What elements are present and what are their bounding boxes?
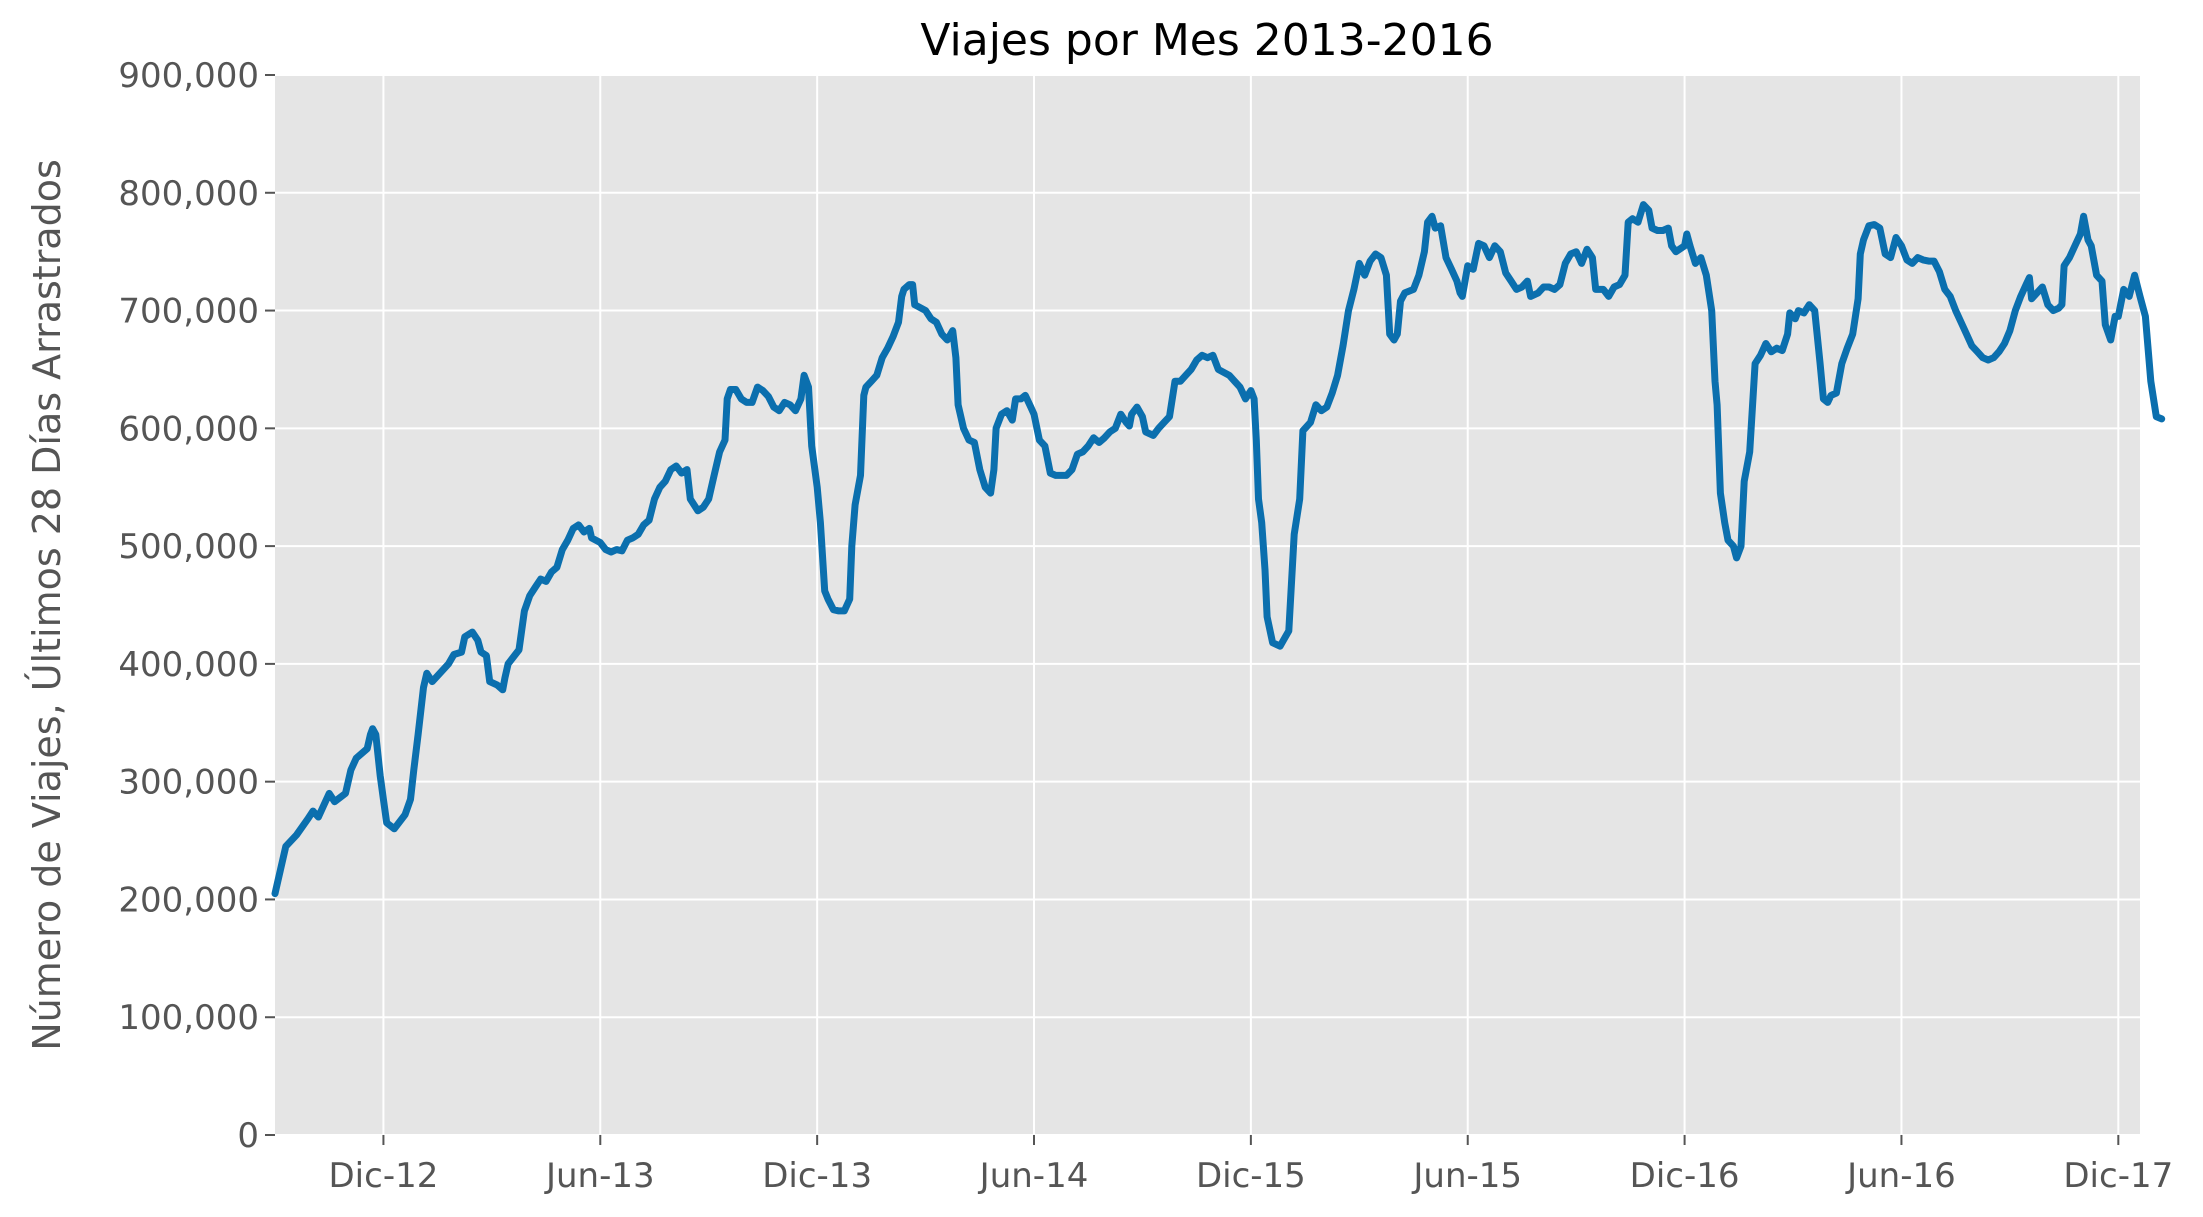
y-tick-label: 200,000	[118, 880, 259, 920]
x-axis-ticks: Dic-12 Jun-13 Dic-13 Jun-14 Dic-15 Jun-15 Dic-…	[329, 1135, 2173, 1196]
y-gridlines	[275, 74, 2140, 1136]
plot-background	[275, 75, 2140, 1135]
y-axis-ticks: 0 100,000 200,000 300,000 400,000 500,000 600,…	[118, 56, 275, 1156]
y-tick-label: 300,000	[118, 763, 259, 803]
y-tick-label: 500,000	[118, 527, 259, 567]
x-tick-label: Dic-12	[329, 1156, 439, 1196]
x-tick-label: Jun-14	[978, 1156, 1089, 1196]
x-gridlines	[382, 75, 2120, 1135]
x-tick-label: Dic-13	[762, 1156, 872, 1196]
x-tick-label: Jun-16	[1845, 1156, 1956, 1196]
chart-title: Viajes por Mes 2013-2016	[920, 15, 1493, 66]
y-tick-label: 100,000	[118, 998, 259, 1038]
y-tick-label: 900,000	[118, 56, 259, 96]
series-line	[271, 201, 2166, 898]
x-tick-label: Dic-17	[2063, 1156, 2173, 1196]
x-tick-label: Dic-15	[1196, 1156, 1306, 1196]
x-tick-label: Jun-13	[544, 1156, 655, 1196]
y-tick-label: 800,000	[118, 174, 259, 214]
x-tick-label: Dic-16	[1630, 1156, 1740, 1196]
y-tick-label: 600,000	[118, 409, 259, 449]
y-tick-label: 400,000	[118, 645, 259, 685]
y-axis-label: Número de Viajes, Últimos 28 Días Arrast…	[25, 159, 69, 1051]
y-tick-label: 700,000	[118, 292, 259, 332]
x-tick-label: Jun-15	[1411, 1156, 1522, 1196]
y-tick-label: 0	[237, 1116, 259, 1156]
